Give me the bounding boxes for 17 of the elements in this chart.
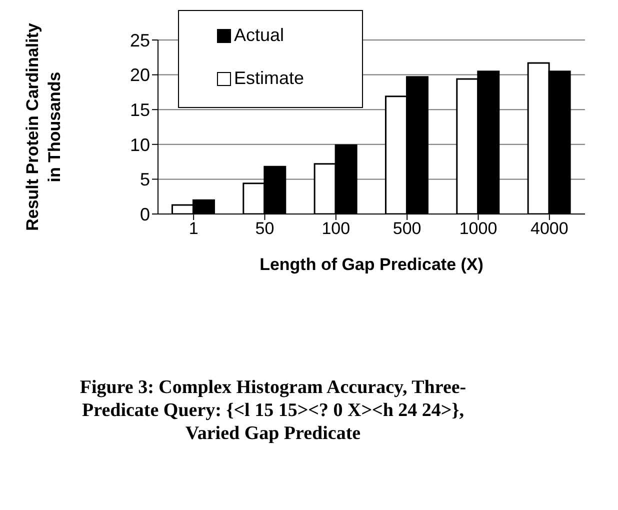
legend-label: Estimate [234, 68, 304, 89]
y-tick-label: 25 [130, 30, 150, 50]
y-tick-label: 15 [130, 100, 150, 120]
y-tick-label: 10 [130, 134, 150, 155]
y-axis-title: Result Protein Cardinality in Thousands [23, 22, 64, 231]
y-tick-label: 5 [140, 170, 150, 190]
y-tick-label: 0 [140, 204, 150, 224]
x-tick-label: 50 [255, 219, 274, 238]
x-tick-label: 1000 [459, 219, 498, 238]
legend-label: Actual [234, 25, 284, 46]
caption: Figure 3: Complex Histogram Accuracy, Three-Predicate Query: {<l 15 15><? 0 X><h 24 24>}, Varied Gap Predicate [78, 376, 468, 445]
x-tick-label: 1 [188, 219, 198, 238]
x-axis-title: Length of Gap Predicate (X) [260, 255, 484, 274]
y-tick-label: 20 [130, 65, 150, 86]
x-tick-label: 500 [392, 219, 422, 238]
x-tick-label: 100 [322, 219, 350, 238]
x-tick-label: 4000 [530, 219, 568, 238]
